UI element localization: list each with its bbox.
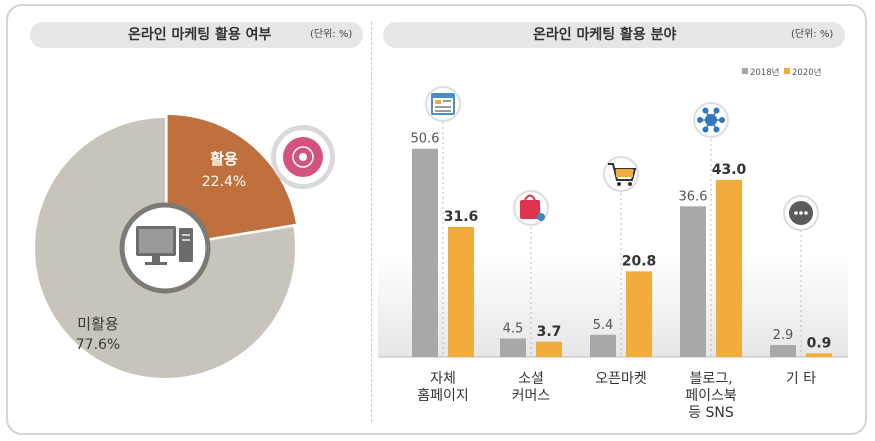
panel-divider bbox=[371, 22, 372, 422]
bar-2020 bbox=[536, 341, 562, 357]
bar-2020 bbox=[626, 271, 652, 357]
category-label: 블로그, bbox=[689, 371, 732, 387]
right-panel-unit: (단위: %) bbox=[791, 29, 834, 40]
shopping-bag-icon bbox=[513, 190, 549, 226]
bar-2018 bbox=[500, 338, 526, 357]
legend-label: 2020년 bbox=[792, 67, 821, 78]
monitor-display bbox=[139, 229, 173, 253]
more-dot bbox=[794, 211, 798, 215]
network-node bbox=[719, 117, 725, 123]
value-label-2020: 0.9 bbox=[807, 335, 832, 351]
legend-swatch bbox=[742, 68, 748, 74]
bar-2018 bbox=[680, 206, 706, 357]
category-label: 커머스 bbox=[512, 388, 551, 404]
webpage-icon bbox=[425, 86, 461, 122]
right-panel-title: 온라인 마케팅 활용 분야 bbox=[533, 27, 677, 43]
bag-body bbox=[520, 200, 540, 219]
value-label-2018: 50.6 bbox=[411, 132, 440, 147]
network-icon bbox=[693, 102, 729, 138]
webpage-block bbox=[435, 100, 441, 104]
left-panel-title: 온라인 마케팅 활용 여부 bbox=[128, 27, 272, 43]
value-label-2018: 5.4 bbox=[593, 318, 614, 333]
more-dots-icon bbox=[783, 195, 819, 231]
cart-basket bbox=[616, 169, 633, 177]
cart-wheel bbox=[617, 182, 621, 186]
bar-2018 bbox=[412, 148, 438, 357]
value-label-2018: 36.6 bbox=[679, 189, 708, 204]
bar-2020 bbox=[448, 226, 474, 357]
shopping-cart-icon bbox=[603, 156, 639, 192]
left-panel-header: 온라인 마케팅 활용 여부 (단위: %) bbox=[30, 22, 363, 48]
category-label: 홈페이지 bbox=[417, 388, 469, 404]
pie-label-unused: 미활용 bbox=[77, 315, 118, 333]
bag-handle bbox=[524, 194, 536, 201]
more-dot bbox=[804, 211, 808, 215]
bar-2020 bbox=[716, 179, 742, 357]
legend-swatch bbox=[784, 68, 790, 74]
category-label: 소셜 bbox=[518, 371, 544, 387]
network-node bbox=[697, 117, 703, 123]
category-label: 오픈마켓 bbox=[595, 371, 647, 387]
network-node bbox=[702, 126, 709, 133]
pie-chart: 활용 22.4% 미활용 77.6% bbox=[34, 114, 335, 379]
monitor-icon bbox=[136, 226, 193, 265]
bar-2020 bbox=[806, 353, 832, 357]
tower-slot bbox=[182, 234, 190, 236]
monitor-base bbox=[145, 262, 167, 265]
pie-value-used: 22.4% bbox=[202, 174, 246, 190]
webpage-line bbox=[435, 110, 451, 112]
cart-wheel bbox=[628, 182, 632, 186]
cd-ring bbox=[292, 146, 314, 168]
legend: 2018년 2020년 bbox=[742, 67, 821, 78]
pie-label-used: 활용 bbox=[210, 150, 238, 168]
cd-icon bbox=[271, 125, 335, 189]
value-label-2020: 20.8 bbox=[622, 253, 657, 269]
legend-label: 2018년 bbox=[750, 67, 779, 78]
value-label-2018: 4.5 bbox=[503, 321, 524, 336]
bag-tag bbox=[537, 213, 545, 221]
network-node bbox=[702, 107, 709, 114]
tower-slot bbox=[182, 239, 190, 241]
value-label-2018: 2.9 bbox=[773, 328, 794, 343]
left-panel-unit: (단위: %) bbox=[310, 29, 353, 40]
right-panel-header: 온라인 마케팅 활용 분야 (단위: %) bbox=[383, 22, 845, 48]
webpage-line bbox=[435, 106, 451, 108]
value-label-2020: 31.6 bbox=[444, 209, 479, 225]
bar-2018 bbox=[770, 345, 796, 357]
category-label: 기 타 bbox=[786, 371, 816, 387]
bar-2018 bbox=[590, 334, 616, 357]
category-label: 자체 bbox=[430, 371, 456, 387]
category-label: 등 SNS bbox=[688, 405, 734, 421]
value-label-2020: 43.0 bbox=[712, 162, 747, 178]
webpage-line bbox=[443, 100, 451, 102]
pie-value-unused: 77.6% bbox=[76, 337, 120, 353]
cd-hole bbox=[299, 153, 307, 161]
network-node bbox=[713, 107, 720, 114]
monitor-neck bbox=[152, 256, 160, 262]
value-label-2020: 3.7 bbox=[537, 324, 562, 340]
category-label: 페이스북 bbox=[685, 388, 737, 404]
network-node bbox=[713, 126, 720, 133]
pie-slice-used bbox=[167, 114, 296, 245]
more-dot bbox=[799, 211, 803, 215]
computer-tower bbox=[179, 228, 193, 262]
